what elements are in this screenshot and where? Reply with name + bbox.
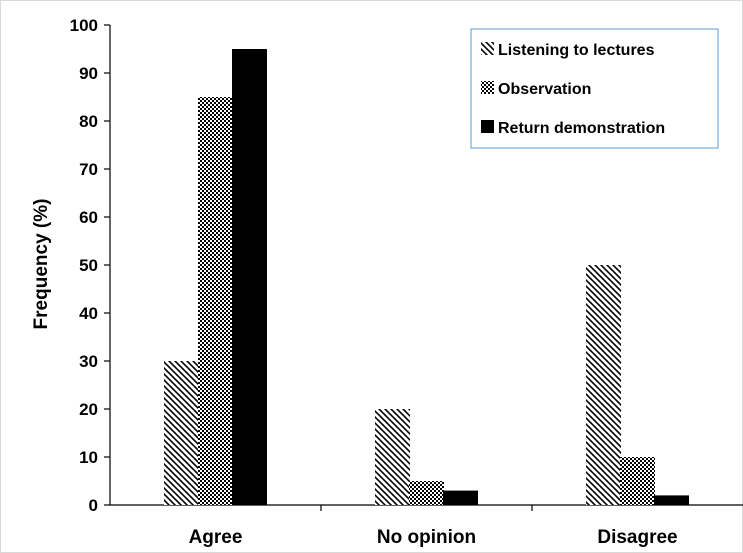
x-tick-label: Agree	[189, 527, 243, 548]
legend-swatch	[481, 42, 494, 55]
legend-label: Observation	[498, 81, 591, 98]
y-tick-label: 50	[79, 256, 98, 275]
legend-label: Listening to lectures	[498, 42, 655, 59]
y-tick-label: 30	[79, 352, 98, 371]
y-tick-label: 70	[79, 160, 98, 179]
y-tick-label: 90	[79, 64, 98, 83]
y-tick-label: 40	[79, 304, 98, 323]
y-tick-label: 80	[79, 112, 98, 131]
bar	[198, 97, 233, 505]
legend: Listening to lectures Observation Return d…	[470, 28, 719, 149]
y-tick-label: 20	[79, 400, 98, 419]
bar	[164, 361, 199, 505]
legend-swatch	[481, 81, 494, 94]
y-tick-label: 100	[70, 16, 98, 35]
x-tick-label: No opinion	[377, 527, 476, 548]
legend-box	[470, 28, 719, 149]
bar	[443, 490, 478, 505]
y-tick-label: 10	[79, 448, 98, 467]
bar	[232, 49, 267, 505]
bar	[409, 481, 444, 505]
y-tick-label: 0	[89, 496, 98, 515]
x-tick-label: Disagree	[597, 527, 677, 548]
bar	[654, 495, 689, 505]
bar	[620, 457, 655, 505]
legend-swatch	[481, 120, 494, 133]
bar	[586, 265, 621, 505]
y-axis-label: Frequency (%)	[31, 199, 52, 330]
y-tick-label: 60	[79, 208, 98, 227]
bar	[375, 409, 410, 505]
legend-label: Return demonstration	[498, 120, 665, 137]
plot-area: 0 10 20 30 40 50 60 70 80 90 100 Agree No opinion Dis…	[70, 16, 743, 548]
